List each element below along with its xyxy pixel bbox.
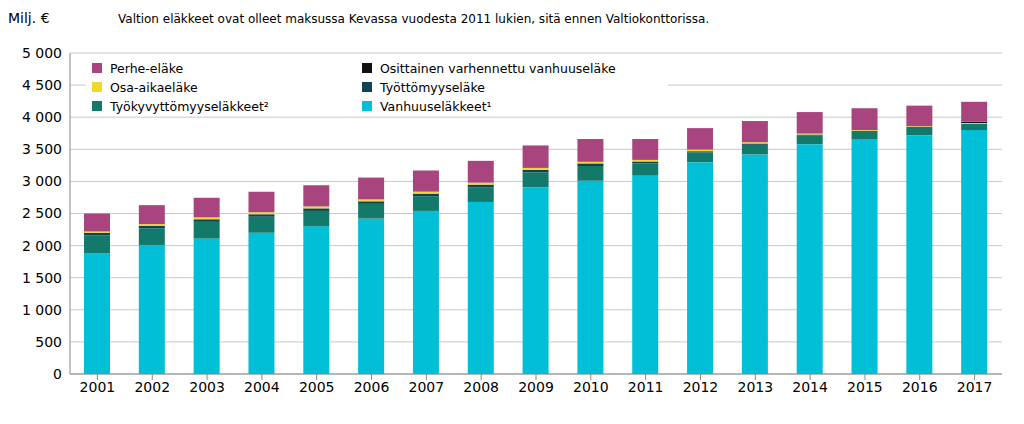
svg-text:0: 0 xyxy=(53,366,62,382)
svg-text:1 500: 1 500 xyxy=(22,270,62,286)
svg-text:2017: 2017 xyxy=(957,379,993,395)
svg-text:2008: 2008 xyxy=(463,379,499,395)
svg-text:2009: 2009 xyxy=(518,379,554,395)
svg-text:4 000: 4 000 xyxy=(22,109,62,125)
svg-text:2 500: 2 500 xyxy=(22,205,62,221)
svg-text:4 500: 4 500 xyxy=(22,77,62,93)
svg-text:2012: 2012 xyxy=(683,379,719,395)
svg-text:2007: 2007 xyxy=(409,379,445,395)
svg-text:5 000: 5 000 xyxy=(22,45,62,61)
svg-text:3 000: 3 000 xyxy=(22,173,62,189)
svg-text:2001: 2001 xyxy=(80,379,116,395)
html-text:Milj. €: Milj. € xyxy=(8,10,50,26)
html-text:Osa-aikaeläke: Osa-aikaeläke xyxy=(110,79,198,95)
svg-text:3 500: 3 500 xyxy=(22,141,62,157)
svg-text:2014: 2014 xyxy=(792,379,828,395)
svg-text:2016: 2016 xyxy=(902,379,938,395)
html-text:Työkyvyttömyyseläkkeet²: Työkyvyttömyyseläkkeet² xyxy=(110,98,269,114)
svg-text:2003: 2003 xyxy=(189,379,225,395)
svg-text:2005: 2005 xyxy=(299,379,335,395)
html-text:Valtion eläkkeet ovat olleet m: Valtion eläkkeet ovat olleet maksussa Ke… xyxy=(118,12,710,26)
html-text:Perhe-eläke: Perhe-eläke xyxy=(110,60,184,76)
svg-text:2 000: 2 000 xyxy=(22,238,62,254)
svg-text:2015: 2015 xyxy=(847,379,883,395)
svg-text:2013: 2013 xyxy=(737,379,773,395)
html-text:Vanhuuseläkkeet¹: Vanhuuseläkkeet¹ xyxy=(380,98,492,114)
svg-text:2011: 2011 xyxy=(628,379,664,395)
html-text:Työttömyyseläke: Työttömyyseläke xyxy=(380,79,485,95)
svg-text:2002: 2002 xyxy=(134,379,170,395)
svg-text:500: 500 xyxy=(35,334,62,350)
svg-text:2010: 2010 xyxy=(573,379,609,395)
svg-text:1 000: 1 000 xyxy=(22,302,62,318)
html-text:Osittainen varhennettu vanhuus: Osittainen varhennettu vanhuuseläke xyxy=(380,60,616,76)
svg-text:2004: 2004 xyxy=(244,379,280,395)
svg-text:2006: 2006 xyxy=(354,379,390,395)
